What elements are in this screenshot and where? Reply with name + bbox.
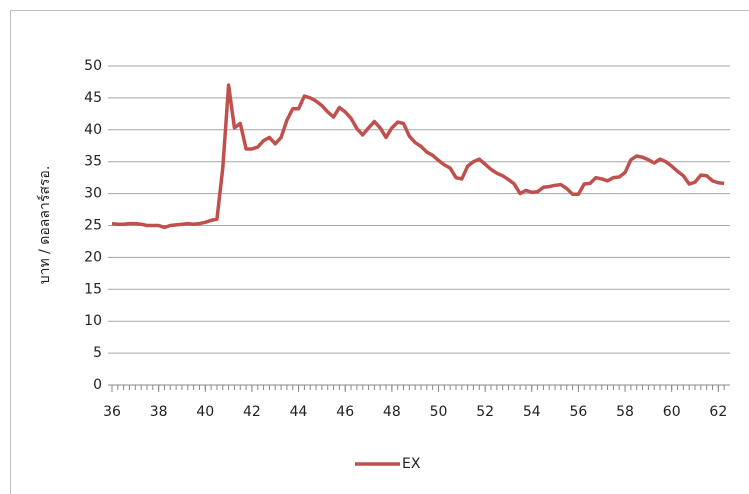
y-axis-label: บาท / ดอลลาร์สรอ. bbox=[36, 166, 53, 285]
chart: บาท / ดอลลาร์สรอ. 0 5 10 15 20 25 30 35 40 45 50 36… bbox=[0, 0, 749, 494]
legend-label: EX bbox=[402, 456, 421, 472]
x-tick-label: 42 bbox=[243, 404, 261, 420]
y-tick-label: 20 bbox=[84, 249, 102, 265]
x-tick-label: 48 bbox=[383, 404, 401, 420]
y-tick-label: 0 bbox=[93, 377, 102, 393]
x-tick-label: 54 bbox=[523, 404, 541, 420]
x-tick-label: 50 bbox=[430, 404, 448, 420]
y-tick-label: 40 bbox=[84, 122, 102, 138]
x-tick-label: 38 bbox=[150, 404, 168, 420]
y-tick-label: 50 bbox=[84, 58, 102, 74]
x-tick-label: 58 bbox=[616, 404, 634, 420]
x-tick-label: 52 bbox=[476, 404, 494, 420]
y-tick-label: 5 bbox=[93, 345, 102, 361]
y-tick-label: 35 bbox=[84, 154, 102, 170]
y-tick-label: 25 bbox=[84, 218, 102, 234]
y-tick-label: 45 bbox=[84, 90, 102, 106]
x-tick-label: 62 bbox=[709, 404, 727, 420]
x-tick-label: 36 bbox=[103, 404, 121, 420]
x-tick-label: 44 bbox=[290, 404, 308, 420]
x-tick-label: 40 bbox=[196, 404, 214, 420]
y-tick-label: 10 bbox=[84, 313, 102, 329]
x-tick-label: 46 bbox=[336, 404, 354, 420]
y-tick-label: 30 bbox=[84, 186, 102, 202]
x-tick-label: 60 bbox=[663, 404, 681, 420]
y-tick-label: 15 bbox=[84, 281, 102, 297]
x-tick-label: 56 bbox=[570, 404, 588, 420]
chart-frame bbox=[11, 11, 749, 494]
